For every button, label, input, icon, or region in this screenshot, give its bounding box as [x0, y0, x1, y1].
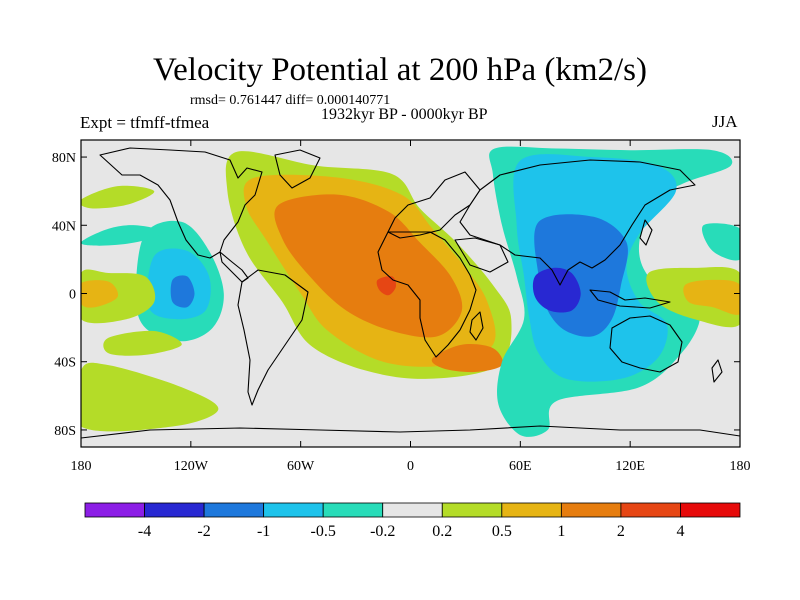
contour-fill-layer [81, 146, 740, 437]
stats-line: rmsd= 0.761447 diff= 0.000140771 [190, 93, 391, 108]
y-tick-label: 80N [52, 151, 76, 166]
coastline-layer [81, 147, 740, 439]
coastline-japan [639, 219, 653, 246]
colorbar-swatch [84, 502, 145, 518]
y-tick-label: 40S [54, 356, 76, 371]
colorbar-label: 2 [617, 523, 625, 540]
contour-negative-east-pacific [170, 275, 195, 308]
chart-title: Velocity Potential at 200 hPa (km2/s) [152, 52, 648, 88]
colorbar-label: 0.2 [432, 523, 452, 540]
x-tick-label: 180 [730, 459, 751, 474]
coastline-antarctica [81, 425, 740, 439]
coastline-arabia [454, 237, 509, 273]
experiment-label: Expt = tfmff-tfmea [80, 113, 210, 132]
season-label: JJA [712, 112, 738, 131]
contour-negative-asia-indian [532, 267, 581, 313]
colorbar-swatch [322, 502, 384, 518]
colorbar-label: -1 [257, 523, 270, 540]
colorbar-swatch [560, 502, 622, 518]
colorbar-swatch [203, 502, 265, 518]
contour-negative-north-pacific [81, 225, 164, 246]
contour-negative-far-east [702, 223, 740, 261]
coastline-madagascar [469, 311, 484, 341]
x-tick-label: 120W [174, 459, 209, 474]
x-tick-label: 180 [71, 459, 92, 474]
colorbar-swatch [144, 502, 205, 518]
y-tick-label: 80S [54, 424, 76, 439]
coastline-maritime [589, 289, 671, 309]
colorbar-label: -0.2 [370, 523, 395, 540]
contour-positive-south-pacific-lower [81, 362, 219, 432]
colorbar-swatch [620, 502, 681, 518]
contour-positive-africa-atlantic [274, 194, 463, 338]
colorbar-label: -0.5 [311, 523, 336, 540]
contour-positive-south-africa [431, 344, 503, 373]
axis-ticks: 180 120W 60W 0 60E 120E 180 80N 40N 0 40S 80S [52, 140, 751, 474]
contour-positive-south-pacific [103, 330, 182, 356]
colorbar-label: 4 [676, 523, 684, 540]
coastline-north-america [99, 147, 263, 259]
colorbar-label: 0.5 [492, 523, 512, 540]
coastline-australia [609, 315, 683, 373]
contour-positive-west-pacific [81, 280, 119, 308]
colorbar-swatch [382, 502, 443, 518]
colorbar-label: -4 [138, 523, 151, 540]
period-label: 1932kyr BP - 0000kyr BP [321, 106, 488, 123]
colorbar-swatch [680, 502, 741, 518]
x-tick-label: 0 [407, 459, 414, 474]
coastline-greenland [274, 149, 321, 189]
contour-positive-west-africa [376, 276, 397, 296]
x-tick-label: 120E [615, 459, 645, 474]
coastline-africa [377, 231, 477, 358]
colorbar-swatch [263, 502, 324, 518]
x-tick-label: 60W [287, 459, 315, 474]
contour-positive-north-pacific [81, 185, 155, 209]
y-tick-label: 0 [69, 288, 76, 303]
colorbar-label: 1 [557, 523, 565, 540]
coastline-new-zealand [711, 359, 723, 383]
y-tick-label: 40N [52, 219, 76, 234]
colorbar-swatch [501, 502, 562, 518]
colorbar-swatch [441, 502, 503, 518]
contour-positive-maritime [683, 279, 740, 315]
coastline-south-america [237, 269, 309, 406]
colorbar-label: -2 [197, 523, 210, 540]
colorbar: -4 -2 -1 -0.5 -0.2 0.2 0.5 1 2 4 [84, 502, 741, 540]
x-tick-label: 60E [509, 459, 532, 474]
